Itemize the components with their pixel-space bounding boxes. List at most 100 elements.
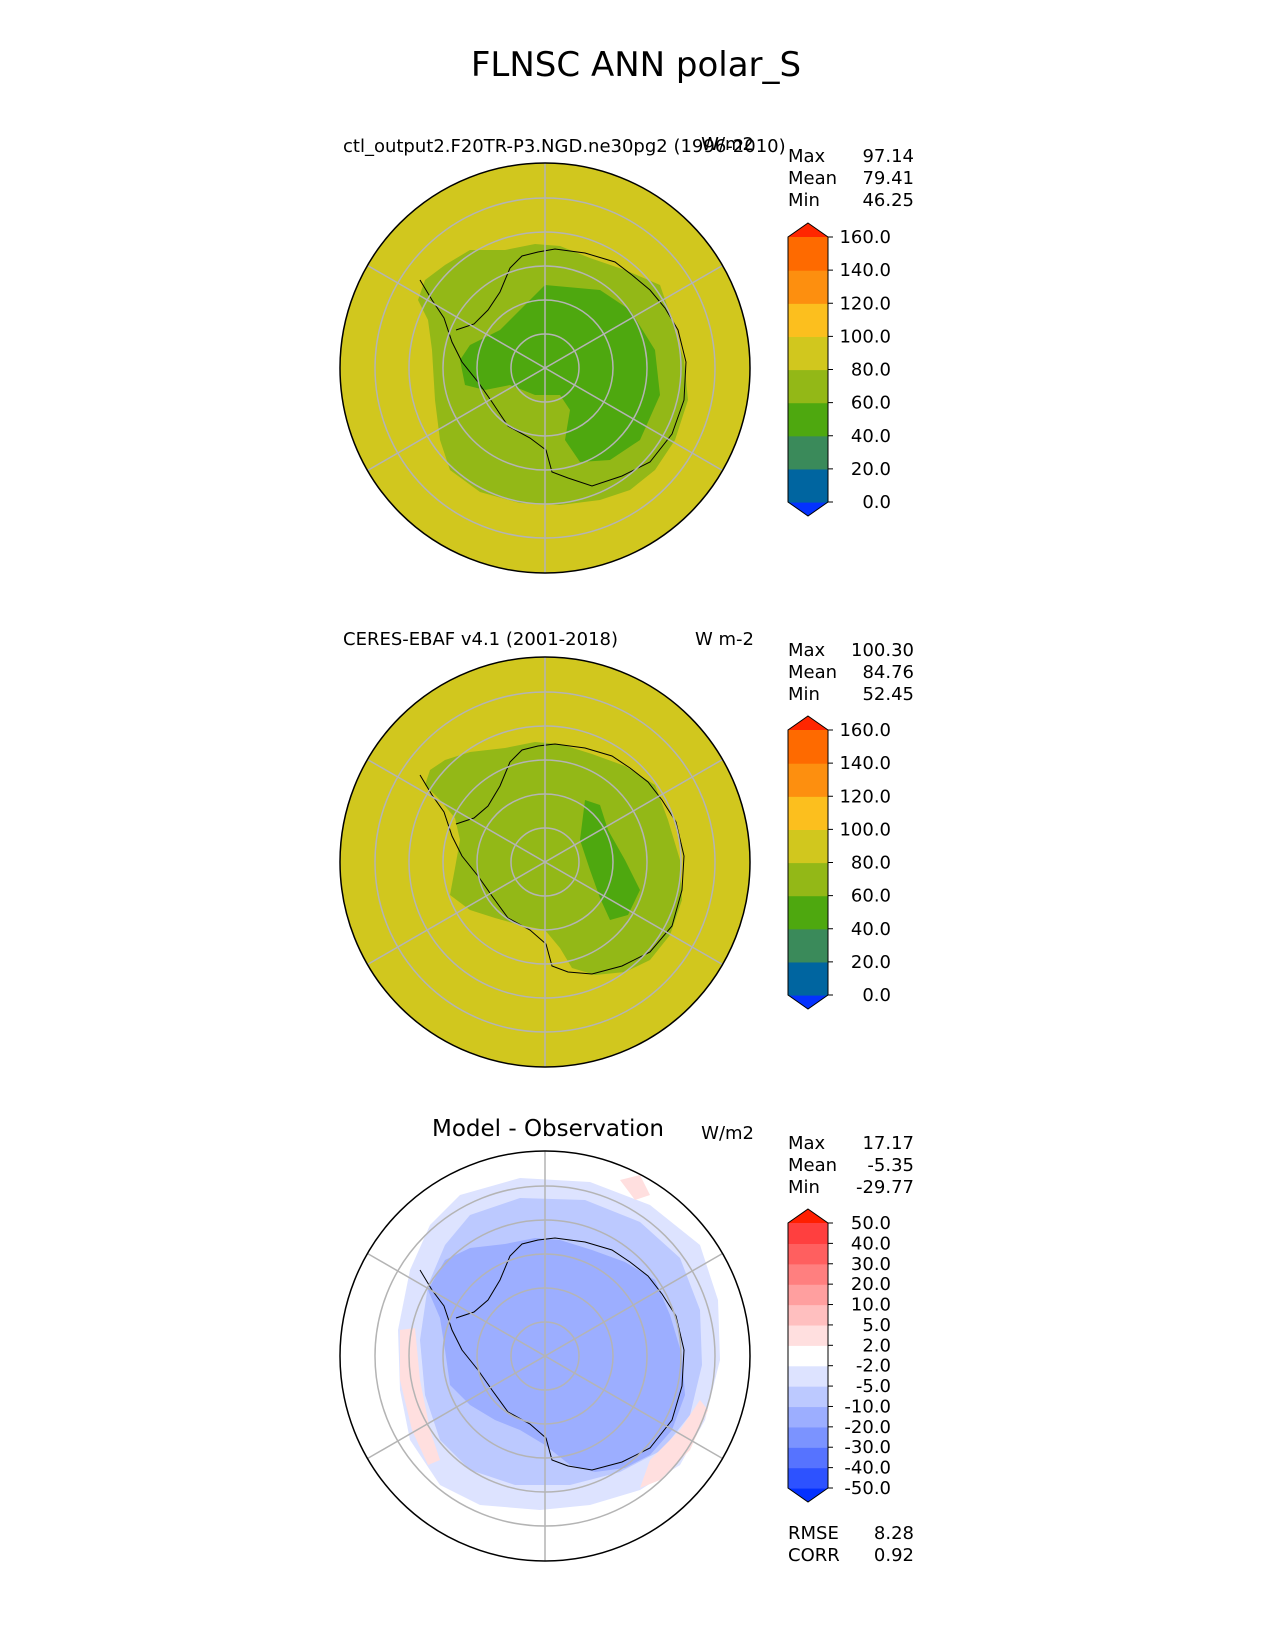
panel-model-colorbar-segment xyxy=(788,270,828,304)
panel-diff-colorbar-tick-label: -40.0 xyxy=(844,1458,891,1479)
panel-obs-colorbar-segment xyxy=(788,796,828,830)
panel-obs-colorbar-tick-label: 120.0 xyxy=(839,786,891,807)
panel-model-stat-max-label: Max xyxy=(788,146,826,167)
panel-diff-graticule xyxy=(367,1151,723,1561)
panel-model-colorbar: 0.0 20.0 40.0 60.0 80.0 100.0 120.0 140.0 160.0 xyxy=(787,222,891,517)
panel-obs-colorbar-extend-high xyxy=(788,716,828,730)
panel-diff-stat-mean-label: Mean xyxy=(788,1155,837,1176)
panel-obs-map xyxy=(340,657,750,1067)
panel-diff-title: Model - Observation xyxy=(432,1116,664,1142)
panel-model-colorbar-tick-label: 0.0 xyxy=(862,492,891,513)
panel-diff-colorbar-tick-label: -30.0 xyxy=(844,1437,891,1458)
panel-model-stat-mean-label: Mean xyxy=(788,168,837,189)
panel-diff-positive-patch-2 xyxy=(640,1400,708,1488)
panel-model: ctl_output2.F20TR-P3.NGD.ne30pg2 (1996-2… xyxy=(339,134,914,574)
panel-diff-colorbar-tick-label: -10.0 xyxy=(844,1396,891,1417)
panel-obs-colorbar-tick-label: 160.0 xyxy=(839,720,891,741)
panel-diff-colorbar-segment xyxy=(788,1467,828,1489)
panel-model-colorbar-tick-label: 20.0 xyxy=(851,459,891,480)
panel-obs-colorbar-segment xyxy=(788,928,828,963)
panel-diff-stat-mean-value: -5.35 xyxy=(867,1155,914,1176)
panel-obs-stat-max-label: Max xyxy=(788,640,826,661)
figure-title: FLNSC ANN polar_S xyxy=(471,45,801,85)
panel-diff-colorbar-extend-low xyxy=(788,1488,828,1502)
panel-model-colorbar-extend-high xyxy=(788,223,828,237)
panel-model-graticule xyxy=(367,163,723,573)
panel-model-colorbar-tick-label: 140.0 xyxy=(839,260,891,281)
panel-obs-map-border xyxy=(339,656,751,1068)
panel-diff-colorbar-tick-label: -50.0 xyxy=(844,1478,891,1499)
panel-obs-colorbar-tick-label: 80.0 xyxy=(851,853,891,874)
panel-diff-colorbar-segment xyxy=(788,1223,828,1244)
panel-model-colorbar-segment xyxy=(788,336,828,371)
panel-diff-colorbar-tick-label: 2.0 xyxy=(862,1335,891,1356)
panel-model-interior-field xyxy=(460,285,660,462)
panel-obs-colorbar-segment xyxy=(788,829,828,864)
panel-obs-interior-field xyxy=(580,800,640,920)
panel-obs-colorbar-segment xyxy=(788,730,828,764)
panel-model-colorbar-segment xyxy=(788,402,828,437)
panel-diff-positive-patch-1 xyxy=(400,1328,440,1465)
panel-diff-colorbar-tick-label: 5.0 xyxy=(862,1315,891,1336)
panel-diff-units: W/m2 xyxy=(701,1123,754,1144)
panel-model-colorbar-segment xyxy=(788,237,828,271)
panel-diff-colorbar-segment xyxy=(788,1345,828,1367)
panel-model-units: W/m2 xyxy=(701,134,754,155)
panel-diff-colorbar-segment xyxy=(788,1284,828,1306)
panel-diff-colorbar-segment xyxy=(788,1406,828,1428)
panel-obs-coastline xyxy=(419,743,685,975)
panel-diff-colorbar-tick-label: -5.0 xyxy=(856,1376,891,1397)
panel-diff-coastline xyxy=(419,1237,685,1471)
panel-model-stat-mean-value: 79.41 xyxy=(862,168,914,189)
panel-model-map xyxy=(340,163,750,573)
panel-model-colorbar-tick-label: 40.0 xyxy=(851,426,891,447)
panel-model-colorbar-tick-label: 120.0 xyxy=(839,293,891,314)
panel-model-map-border xyxy=(339,162,751,574)
panel-diff-stats: Max 17.17 Mean -5.35 Min -29.77 xyxy=(788,1133,914,1198)
panel-obs-stat-max-value: 100.30 xyxy=(851,640,914,661)
panel-model-colorbar-tick-label: 80.0 xyxy=(851,360,891,381)
panel-model-colorbar-tick-label: 100.0 xyxy=(839,326,891,347)
panel-obs-colorbar-tick-label: 0.0 xyxy=(862,985,891,1006)
panel-diff-positive-patch-3 xyxy=(620,1175,650,1200)
panel-obs-colorbar-tick-label: 60.0 xyxy=(851,886,891,907)
panel-obs-stat-mean-value: 84.76 xyxy=(862,662,914,683)
panel-diff-colorbar-tick-label: 10.0 xyxy=(851,1295,891,1316)
panel-obs-colorbar-tick-label: 100.0 xyxy=(839,819,891,840)
panel-model-title: ctl_output2.F20TR-P3.NGD.ne30pg2 (1996-2… xyxy=(343,136,786,157)
panel-diff-colorbar-tick-label: 40.0 xyxy=(851,1233,891,1254)
panel-obs-colorbar-tick-label: 140.0 xyxy=(839,753,891,774)
panel-diff-colorbar-segment xyxy=(788,1304,828,1326)
panel-obs-colorbar-segment xyxy=(788,763,828,797)
panel-obs-stat-mean-label: Mean xyxy=(788,662,837,683)
panel-diff-colorbar-segment xyxy=(788,1447,828,1469)
panel-diff-colorbar-tick-label: -2.0 xyxy=(856,1356,891,1377)
panel-obs: CERES-EBAF v4.1 (2001-2018) W m-2 Max 10… xyxy=(339,629,914,1068)
panel-obs-colorbar-tick-label: 20.0 xyxy=(851,952,891,973)
panel-diff-colorbar-segment xyxy=(788,1365,828,1387)
panel-diff-colorbar-segment xyxy=(788,1324,828,1346)
panel-model-colorbar-segment xyxy=(788,369,828,404)
panel-diff-colorbar-tick-label: -20.0 xyxy=(844,1417,891,1438)
panel-obs-colorbar: 0.0 20.0 40.0 60.0 80.0 100.0 120.0 140.0 160.0 xyxy=(787,715,891,1010)
panel-diff-map xyxy=(340,1151,750,1561)
panel-diff-map-border xyxy=(339,1150,751,1562)
panel-obs-stat-min-value: 52.45 xyxy=(862,684,914,705)
panel-obs-colorbar-segment xyxy=(788,862,828,897)
panel-model-stats: Max 97.14 Mean 79.41 Min 46.25 xyxy=(788,146,914,211)
panel-obs-colorbar-segment xyxy=(788,961,828,996)
panel-obs-graticule xyxy=(367,657,723,1067)
panel-obs-colorbar-tick-label: 40.0 xyxy=(851,919,891,940)
panel-model-stat-max-value: 97.14 xyxy=(862,146,914,167)
panel-diff-colorbar-segment xyxy=(788,1263,828,1285)
panel-diff-metric-corr-label: CORR xyxy=(788,1545,840,1566)
panel-obs-colorbar-extend-low xyxy=(788,995,828,1009)
panel-diff-stat-max-label: Max xyxy=(788,1133,826,1154)
panel-diff-colorbar-segment xyxy=(788,1426,828,1448)
panel-diff-colorbar-tick-label: 20.0 xyxy=(851,1274,891,1295)
panel-diff-metric-rmse-label: RMSE xyxy=(788,1523,839,1544)
panel-diff-colorbar-tick-label: 50.0 xyxy=(851,1213,891,1234)
panel-model-colorbar-segment xyxy=(788,303,828,337)
panel-obs-colorbar-segment xyxy=(788,895,828,930)
